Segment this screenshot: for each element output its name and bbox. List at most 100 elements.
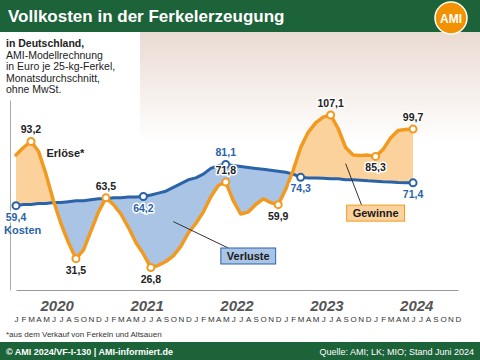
year-label: 2023	[309, 297, 344, 314]
x-tick-label: D	[96, 315, 102, 324]
data-label: 31,5	[66, 264, 87, 276]
annotation-text: Gewinne	[353, 207, 399, 219]
x-tick: F	[111, 290, 116, 324]
x-tick: N	[268, 290, 274, 324]
x-tick-label: J	[322, 315, 326, 324]
point-marker	[275, 201, 282, 208]
x-tick-label: M	[133, 315, 140, 324]
x-tick-label: D	[456, 315, 462, 324]
loss-area	[16, 115, 413, 268]
x-tick: J	[104, 290, 108, 324]
x-tick: J	[374, 290, 378, 324]
x-tick-label: M	[313, 315, 320, 324]
x-tick: N	[178, 290, 184, 324]
x-tick-label: J	[142, 315, 146, 324]
x-tick-label: D	[186, 315, 192, 324]
x-tick-label: D	[276, 315, 282, 324]
data-label: 63,5	[96, 180, 117, 192]
x-tick: M	[118, 290, 125, 324]
data-label: 74,3	[290, 182, 311, 194]
point-marker	[13, 202, 20, 209]
x-tick-label: F	[381, 315, 386, 324]
gain-area	[16, 115, 413, 268]
series-line	[16, 164, 413, 205]
y-axis	[10, 101, 11, 291]
plot-area	[13, 112, 417, 272]
x-tick: J	[284, 290, 288, 324]
data-label: 71,4	[403, 188, 424, 200]
x-tick-label: O	[261, 315, 267, 324]
x-tick: S	[164, 290, 169, 324]
x-tick-label: O	[81, 315, 87, 324]
x-tick: D	[186, 290, 192, 324]
data-label: 107,1	[318, 97, 344, 109]
x-tick-label: N	[268, 315, 274, 324]
x-tick: M	[388, 290, 395, 324]
x-tick-label: M	[208, 315, 215, 324]
x-tick: M	[298, 290, 305, 324]
x-tick-label: N	[89, 315, 95, 324]
logo-text: AMI	[440, 12, 462, 26]
x-tick-label: O	[171, 315, 177, 324]
data-label: 85,3	[365, 161, 386, 173]
x-tick-label: M	[28, 315, 35, 324]
x-tick-label: M	[298, 315, 305, 324]
x-tick: M	[28, 290, 35, 324]
point-marker	[147, 264, 154, 271]
x-tick-label: F	[22, 315, 27, 324]
x-tick-label: J	[104, 315, 108, 324]
x-tick-label: J	[284, 315, 288, 324]
photo-placeholder	[140, 32, 480, 142]
x-tick-label: O	[440, 315, 446, 324]
x-tick: D	[96, 290, 102, 324]
annotation: Gewinne	[347, 205, 405, 221]
x-tick-label: J	[149, 315, 153, 324]
x-tick-label: N	[178, 315, 184, 324]
x-tick-label: J	[59, 315, 63, 324]
x-tick-label: A	[126, 315, 132, 324]
logo-circle	[435, 2, 467, 34]
point-marker	[140, 193, 147, 200]
x-tick-label: M	[403, 315, 410, 324]
copyright: © AMI 2024/VF-I-130 | AMI-informiert.de	[6, 347, 173, 357]
x-tick-label: F	[291, 315, 296, 324]
subtitle-line: AMI-Modellrechnung	[6, 49, 103, 61]
point-marker	[410, 179, 417, 186]
x-tick-label: J	[232, 315, 236, 324]
x-tick: N	[448, 290, 454, 324]
x-tick-label: N	[448, 315, 454, 324]
x-tick: J	[15, 290, 19, 324]
x-tick: F	[201, 290, 206, 324]
x-tick: D	[456, 290, 462, 324]
x-tick-label: J	[374, 315, 378, 324]
point-marker	[102, 194, 109, 201]
x-tick: F	[22, 290, 27, 324]
x-tick-label: S	[343, 315, 348, 324]
x-tick: F	[381, 290, 386, 324]
x-tick-label: M	[118, 315, 125, 324]
x-tick-label: M	[388, 315, 395, 324]
x-tick: F	[291, 290, 296, 324]
x-tick: O	[351, 290, 357, 324]
x-tick-label: S	[433, 315, 438, 324]
x-tick-label: A	[66, 315, 72, 324]
x-tick: O	[171, 290, 177, 324]
y-axis-line	[10, 101, 11, 291]
chart-root: Vollkosten in der FerkelerzeugungAMIin D…	[0, 0, 480, 360]
title: Vollkosten in der Ferkelerzeugung	[8, 7, 284, 26]
annotation-leader	[346, 164, 362, 205]
point-marker	[222, 179, 229, 186]
x-tick-label: O	[351, 315, 357, 324]
x-tick-label: A	[336, 315, 342, 324]
x-tick-label: A	[216, 315, 222, 324]
year-label: 2022	[219, 297, 254, 314]
x-tick: D	[366, 290, 372, 324]
x-tick-label: S	[74, 315, 79, 324]
x-tick-label: A	[426, 315, 432, 324]
x-tick: M	[208, 290, 215, 324]
x-tick-label: M	[43, 315, 50, 324]
series-label: Erlöse*	[46, 147, 85, 159]
x-tick-label: J	[412, 315, 416, 324]
x-tick: N	[89, 290, 95, 324]
x-tick-label: A	[306, 315, 312, 324]
